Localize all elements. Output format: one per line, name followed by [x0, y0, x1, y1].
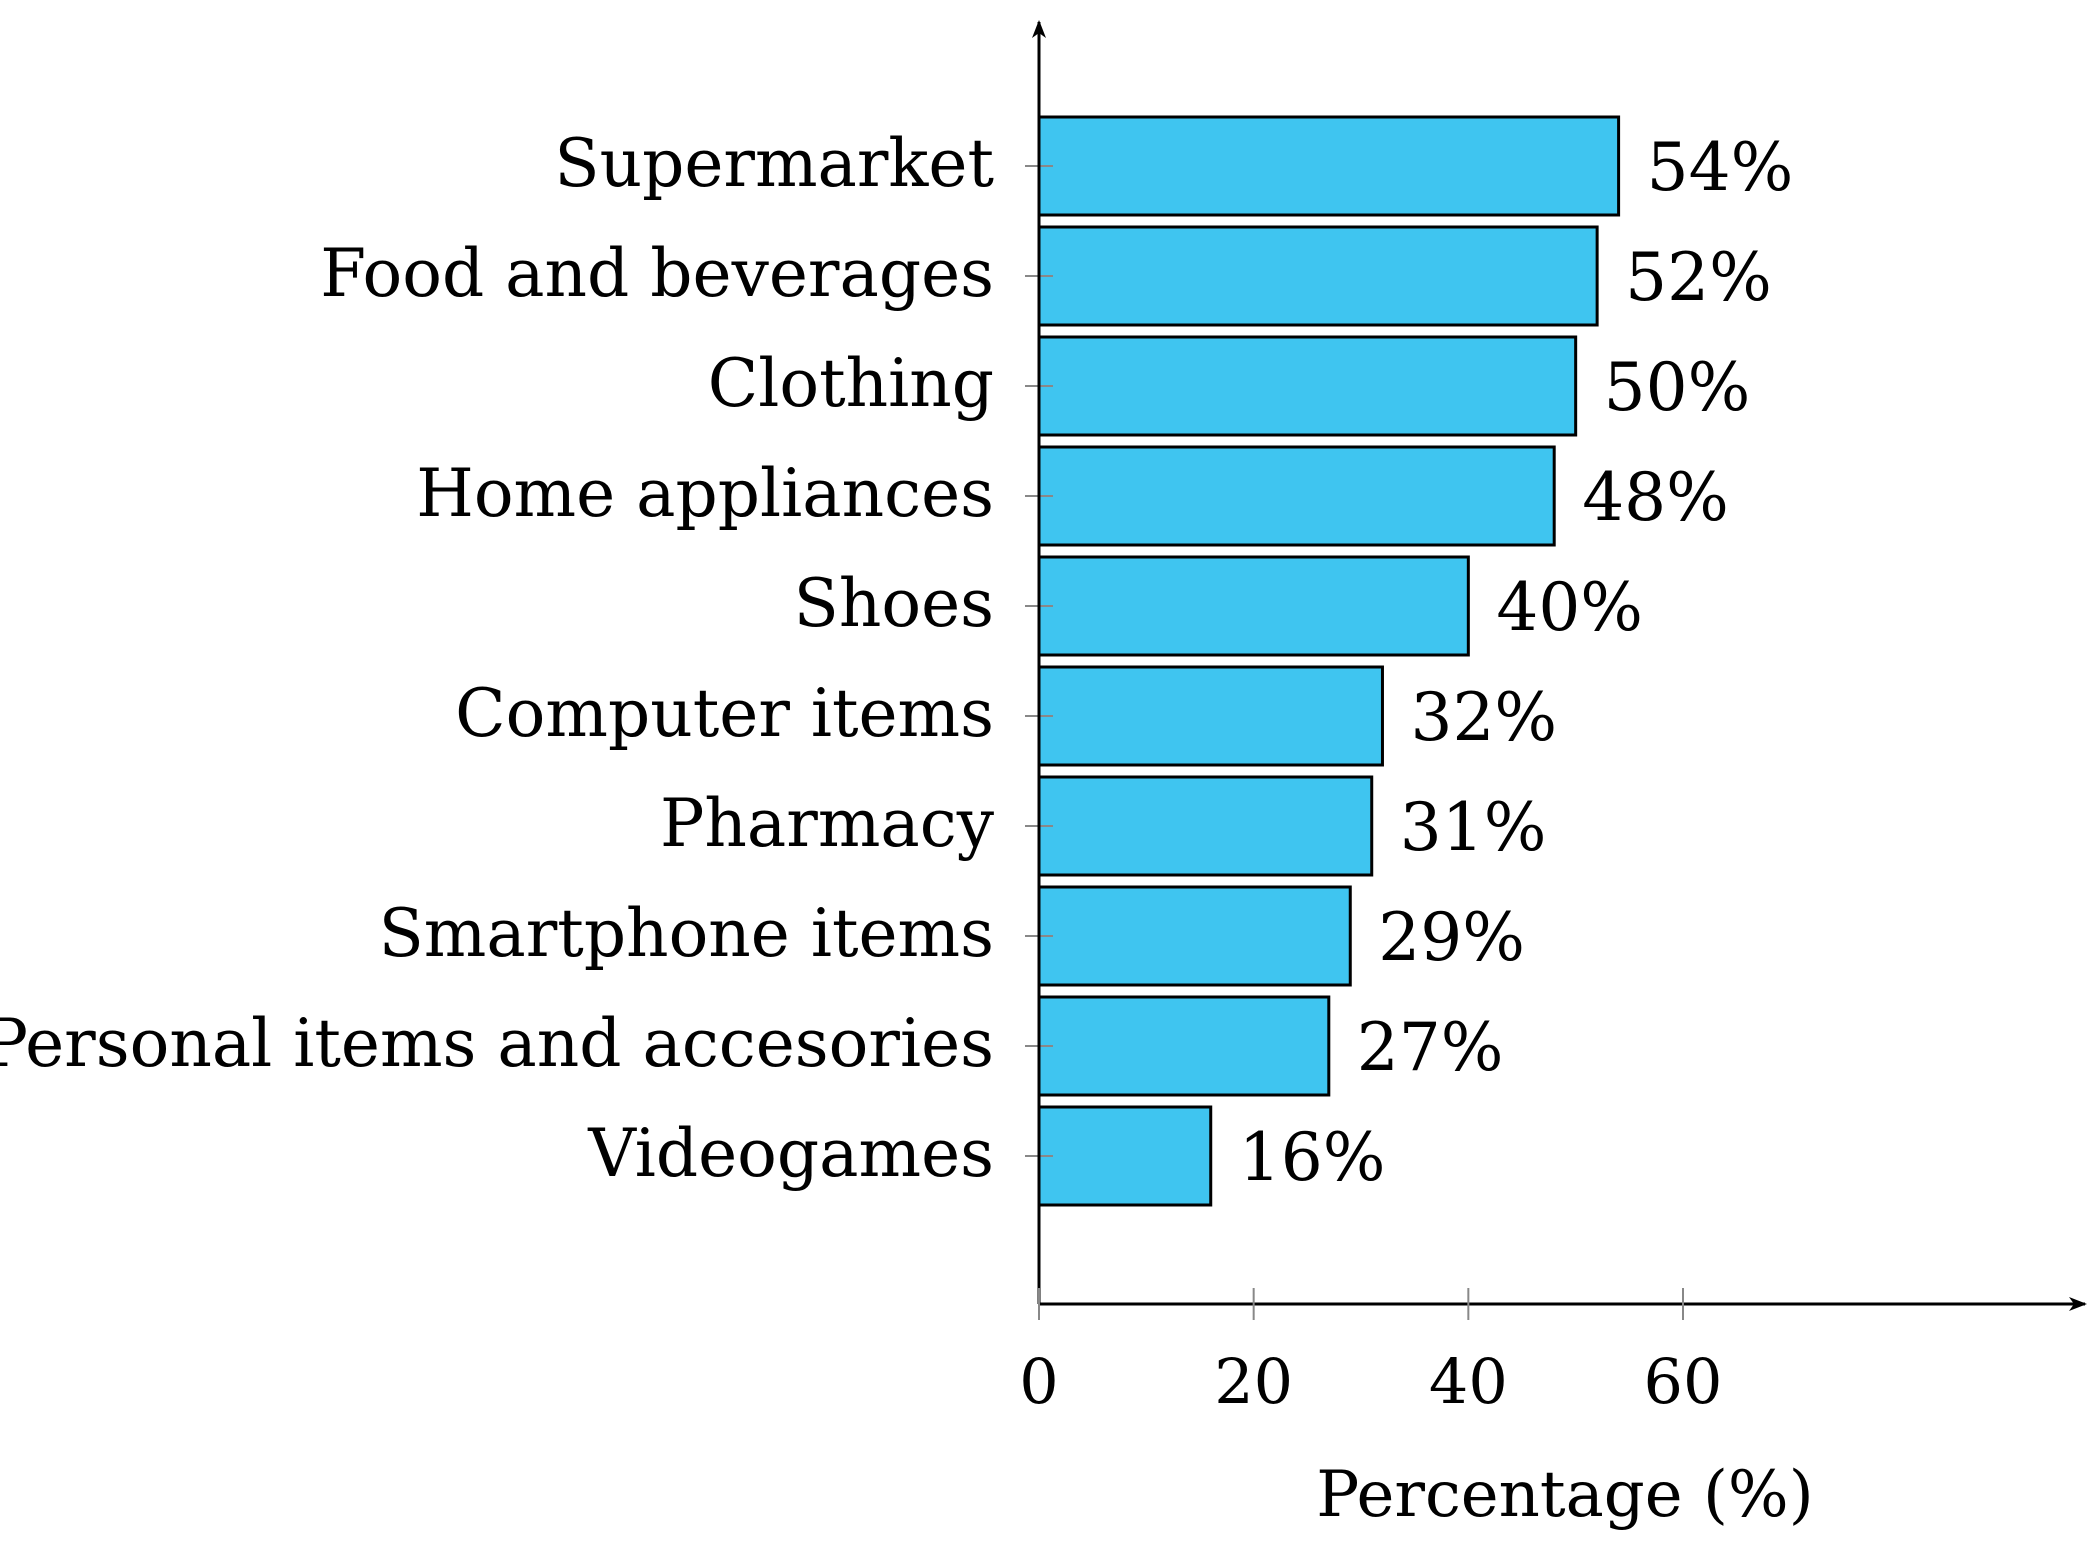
category-label: Supermarket	[554, 125, 994, 202]
x-tick-label: 0	[1019, 1345, 1058, 1418]
bar	[1037, 885, 1352, 987]
x-axis-title: Percentage (%)	[1316, 1458, 1813, 1532]
bars-group	[1037, 115, 1621, 1207]
bar	[1037, 335, 1578, 437]
data-label: 16%	[1239, 1119, 1386, 1196]
bar	[1037, 995, 1331, 1097]
bar	[1037, 1105, 1213, 1207]
data-label: 50%	[1604, 349, 1751, 426]
category-label: Pharmacy	[660, 785, 995, 862]
category-labels-group: Supermarket Food and beverages Clothing Hom…	[0, 125, 995, 1192]
category-label: Personal items and accesories	[0, 1005, 994, 1082]
data-label: 32%	[1410, 679, 1557, 756]
data-label: 27%	[1357, 1009, 1504, 1086]
category-label: Shoes	[794, 565, 994, 642]
bar	[1037, 775, 1374, 877]
data-label: 40%	[1496, 569, 1643, 646]
x-tick-labels-group: 0 20 40 60	[1019, 1345, 1722, 1418]
x-tick-label: 40	[1429, 1345, 1508, 1418]
data-label: 31%	[1400, 789, 1547, 866]
category-label: Smartphone items	[379, 895, 994, 972]
category-label: Computer items	[455, 675, 994, 752]
data-label: 48%	[1582, 459, 1729, 536]
bar	[1037, 665, 1384, 767]
bar	[1037, 225, 1599, 327]
x-tick-label: 20	[1214, 1345, 1293, 1418]
bar	[1037, 445, 1556, 547]
data-labels-group: 54% 52% 50% 48% 40% 32% 31% 29% 27% 16%	[1239, 129, 1794, 1196]
category-label: Home appliances	[416, 455, 994, 532]
data-label: 52%	[1625, 239, 1772, 316]
bar	[1037, 115, 1621, 217]
x-ticks-group	[1038, 1288, 1684, 1320]
x-tick-label: 60	[1644, 1345, 1723, 1418]
category-label: Food and beverages	[320, 235, 994, 312]
data-label: 29%	[1378, 899, 1525, 976]
bar	[1037, 555, 1470, 657]
category-label: Videogames	[587, 1115, 994, 1192]
data-label: 54%	[1647, 129, 1794, 206]
category-label: Clothing	[708, 345, 994, 422]
